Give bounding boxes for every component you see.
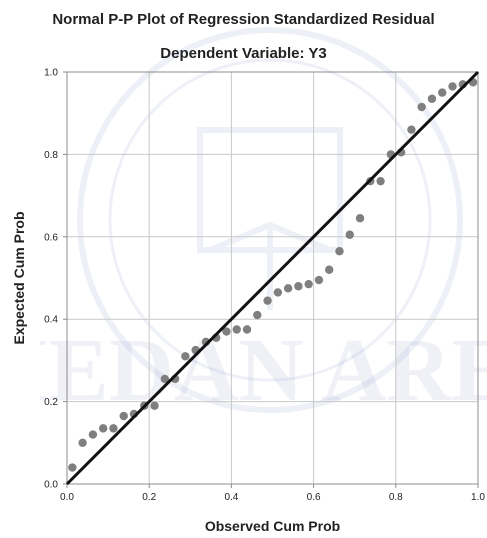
data-point [181, 352, 189, 360]
data-point [438, 88, 446, 96]
data-point [263, 296, 271, 304]
data-point [89, 430, 97, 438]
data-point [346, 231, 354, 239]
data-point [233, 325, 241, 333]
y-tick-label: 0.2 [44, 397, 58, 408]
data-point [407, 125, 415, 133]
x-tick-label: 0.4 [224, 492, 238, 503]
data-point [417, 103, 425, 111]
x-tick-label: 0.6 [307, 492, 321, 503]
data-point [428, 95, 436, 103]
data-point [109, 424, 117, 432]
x-tick-label: 1.0 [471, 492, 485, 503]
data-point [68, 463, 76, 471]
data-point [448, 82, 456, 90]
x-axis-ticks: 0.0 0.2 0.4 0.6 0.8 1.0 [60, 484, 485, 503]
x-tick-label: 0.8 [389, 492, 403, 503]
y-tick-label: 0.0 [44, 480, 58, 491]
data-point [243, 325, 251, 333]
data-point [274, 288, 282, 296]
x-axis-label: Observed Cum Prob [205, 518, 340, 534]
data-point [356, 214, 364, 222]
data-point [294, 282, 302, 290]
y-axis-label: Expected Cum Prob [11, 211, 27, 344]
y-tick-label: 0.6 [44, 232, 58, 243]
data-point [325, 266, 333, 274]
x-tick-label: 0.0 [60, 492, 74, 503]
y-axis-ticks: 0.0 0.2 0.4 0.6 0.8 1.0 [44, 68, 67, 491]
y-tick-label: 0.4 [44, 315, 58, 326]
data-point [304, 280, 312, 288]
data-point [120, 412, 128, 420]
data-point [99, 424, 107, 432]
data-point [315, 276, 323, 284]
x-tick-label: 0.2 [142, 492, 156, 503]
data-points [68, 78, 477, 472]
y-tick-label: 1.0 [44, 68, 58, 79]
data-point [150, 402, 158, 410]
data-point [376, 177, 384, 185]
reference-line [67, 72, 478, 484]
data-point [253, 311, 261, 319]
data-point [284, 284, 292, 292]
data-point [78, 439, 86, 447]
data-point [335, 247, 343, 255]
y-tick-label: 0.8 [44, 150, 58, 161]
